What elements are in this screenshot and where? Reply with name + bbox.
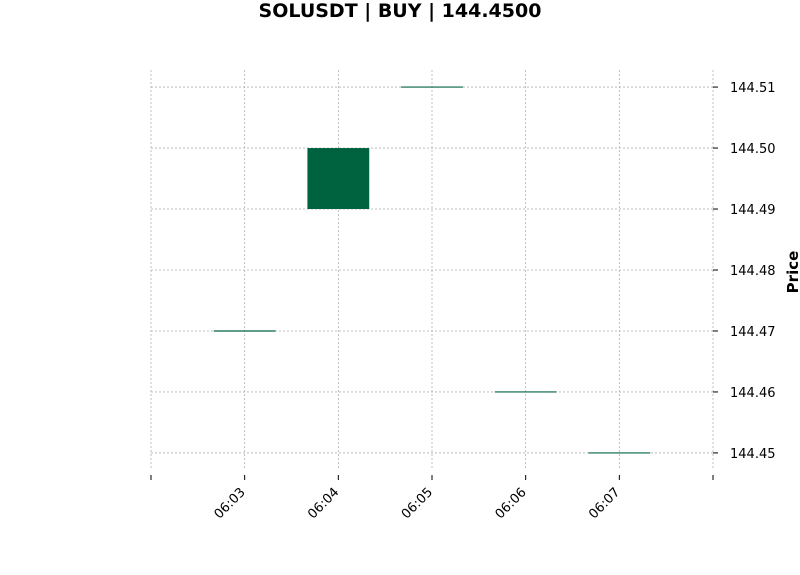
y-tick-label: 144.50: [730, 142, 776, 157]
y-tick-label: 144.46: [730, 386, 776, 401]
y-axis: 144.45 144.46 144.47 144.48 144.49 144.50 144.…: [713, 81, 776, 462]
y-tick-label: 144.45: [730, 447, 776, 462]
candle-layer: [213, 86, 651, 454]
x-tick-label: 06:04: [305, 485, 342, 522]
y-tick-label: 144.48: [730, 264, 776, 279]
x-axis: 06:03 06:04 06:05 06:06 06:07: [150, 475, 714, 522]
candle-06:04: [307, 148, 370, 210]
x-tick-label: 06:06: [493, 485, 530, 522]
x-tick-label: 06:05: [399, 485, 436, 522]
chart-title: SOLUSDT | BUY | 144.4500: [259, 0, 542, 22]
grid-layer: [150, 70, 714, 470]
y-tick-label: 144.47: [730, 325, 776, 340]
x-tick-label: 06:03: [212, 485, 249, 522]
y-tick-label: 144.49: [730, 203, 776, 218]
y-tick-label: 144.51: [730, 81, 776, 96]
x-tick-label: 06:07: [586, 485, 623, 522]
y-axis-label: Price: [784, 251, 800, 294]
